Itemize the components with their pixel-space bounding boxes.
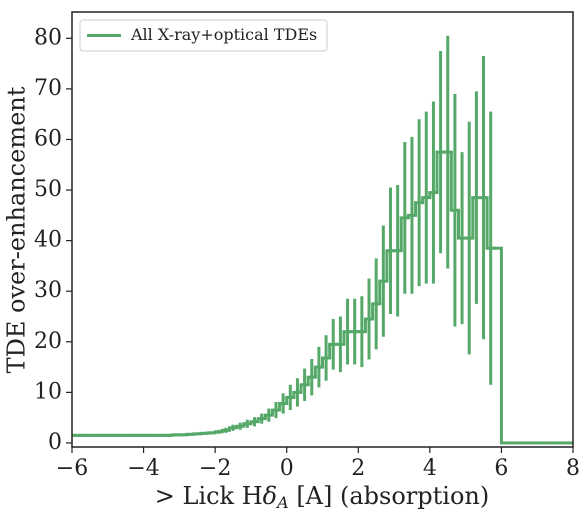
x-tick-label: −2 xyxy=(199,456,231,481)
y-tick-label: 70 xyxy=(34,76,62,101)
x-tick-label: 4 xyxy=(423,456,437,481)
x-tick-label: 8 xyxy=(566,456,580,481)
x-label-part: > Lick H xyxy=(155,482,263,510)
x-tick-label: −6 xyxy=(56,456,88,481)
y-tick-label: 20 xyxy=(34,329,62,354)
y-tick-label: 30 xyxy=(34,278,62,303)
x-label-part: δ xyxy=(263,482,277,510)
x-tick-label: 2 xyxy=(351,456,365,481)
axes-frame xyxy=(71,11,574,448)
y-tick-label: 80 xyxy=(34,25,62,50)
x-label-part: A xyxy=(275,493,289,512)
x-tick-label: −4 xyxy=(127,456,159,481)
y-tick-label: 0 xyxy=(48,430,62,455)
x-axis-label: > Lick HδA [A] (absorption) xyxy=(155,482,489,512)
legend-box xyxy=(79,19,328,52)
legend-label: All X-ray+optical TDEs xyxy=(130,25,317,44)
y-tick-label: 40 xyxy=(34,228,62,253)
y-axis-label: TDE over-enhancement xyxy=(3,86,31,373)
x-tick-label: 6 xyxy=(494,456,508,481)
x-label-part: [A] (absorption) xyxy=(289,482,490,510)
x-tick-label: 0 xyxy=(280,456,294,481)
y-tick-label: 10 xyxy=(34,379,62,404)
y-tick-label: 60 xyxy=(34,126,62,151)
plot-area xyxy=(72,35,573,445)
y-tick-label: 50 xyxy=(34,177,62,202)
